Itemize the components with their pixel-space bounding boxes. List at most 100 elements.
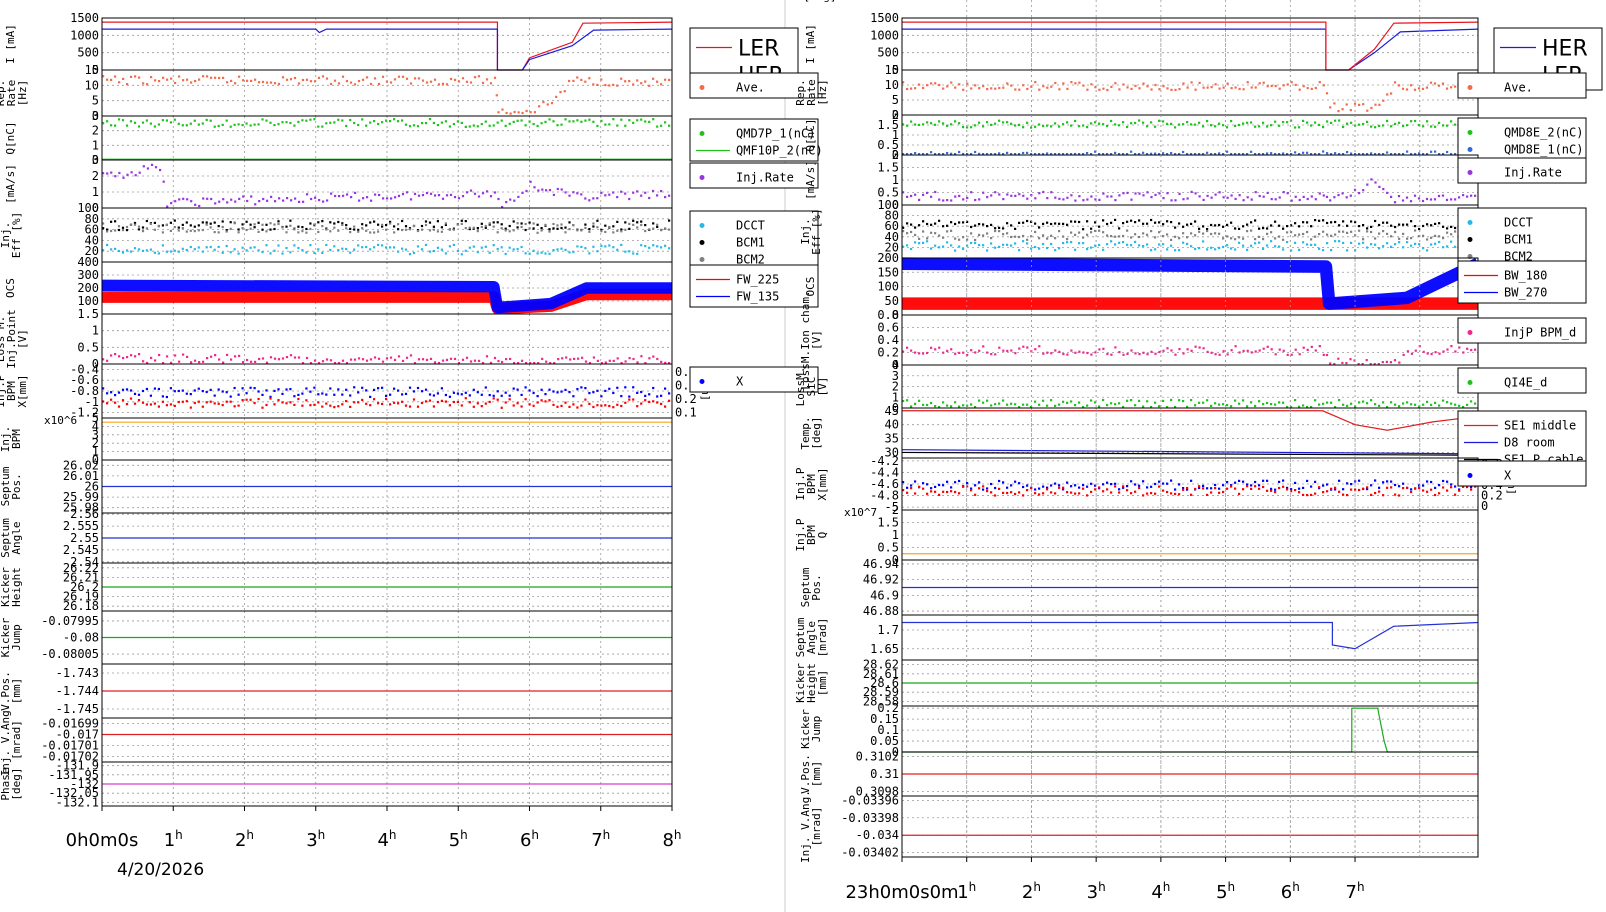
data-point — [994, 486, 997, 490]
data-point — [472, 405, 475, 408]
data-point — [902, 245, 905, 248]
data-point — [576, 192, 579, 195]
legend-entry: Inj.Rate — [736, 171, 794, 185]
data-point — [914, 123, 917, 126]
data-point — [1306, 479, 1309, 482]
data-point — [286, 197, 289, 200]
data-point — [946, 349, 949, 352]
data-point — [1350, 241, 1353, 244]
data-point — [1206, 151, 1209, 154]
data-point — [954, 222, 957, 226]
data-point — [1010, 402, 1013, 405]
y-tick-label: 1 — [892, 390, 899, 404]
data-point — [660, 124, 663, 127]
data-point — [440, 387, 443, 390]
data-point — [1058, 153, 1061, 156]
data-point — [329, 387, 332, 390]
data-point — [1026, 403, 1029, 406]
y-tick-label: -5 — [885, 500, 899, 514]
data-point — [333, 121, 336, 124]
data-point — [584, 197, 587, 200]
data-point — [230, 358, 233, 361]
y-tick-label: 30 — [885, 445, 899, 459]
data-point — [577, 357, 580, 360]
data-point — [620, 228, 623, 231]
data-point — [962, 247, 965, 251]
data-point — [1405, 196, 1409, 199]
data-point — [1054, 122, 1057, 125]
data-point — [962, 126, 965, 129]
data-point — [242, 79, 245, 82]
data-point — [930, 122, 933, 125]
data-point — [302, 200, 305, 203]
data-point — [1394, 403, 1397, 406]
y-tick-label: 2 — [92, 169, 99, 183]
data-point — [153, 221, 156, 224]
data-point — [922, 487, 925, 490]
data-point — [508, 394, 511, 397]
data-point — [1349, 358, 1352, 361]
y-tick-label: 1500 — [70, 11, 99, 25]
data-point — [404, 123, 408, 126]
data-point — [1046, 152, 1049, 155]
data-point — [576, 388, 579, 391]
data-point — [289, 354, 293, 357]
data-point — [385, 397, 388, 401]
y-tick-label: 1 — [892, 528, 899, 542]
data-point — [1286, 405, 1289, 409]
data-point — [1070, 124, 1073, 127]
data-point — [496, 221, 499, 224]
data-point — [1202, 153, 1205, 156]
data-point — [1413, 88, 1417, 91]
y-axis-label: Kicker — [799, 709, 812, 749]
data-point — [1382, 124, 1385, 127]
data-point — [425, 192, 429, 195]
data-point — [1010, 194, 1013, 197]
y-axis-label: Loss M. — [0, 316, 7, 362]
data-point — [1210, 246, 1213, 249]
data-point — [910, 247, 913, 251]
data-point — [1118, 153, 1121, 156]
data-point — [1046, 404, 1049, 407]
data-point — [149, 248, 152, 251]
data-point — [489, 195, 493, 198]
data-point — [1038, 192, 1041, 195]
data-point — [154, 166, 158, 169]
data-point — [121, 399, 125, 402]
data-point — [652, 244, 655, 247]
y-tick-label: -0.08 — [63, 631, 99, 645]
y-tick-label: -0.8 — [70, 384, 99, 398]
data-point — [1070, 491, 1073, 494]
y-axis-label: Angle — [805, 621, 818, 654]
data-point — [564, 118, 567, 121]
y-axis-label: I [mA] — [804, 24, 817, 64]
y-axis-label: V.Pos. — [0, 671, 12, 711]
data-point — [1350, 488, 1353, 491]
data-point — [533, 186, 536, 189]
data-point — [1234, 248, 1237, 251]
data-point — [1042, 234, 1045, 237]
y-axis-label: Height — [805, 663, 818, 703]
data-point — [277, 388, 280, 391]
data-point — [640, 355, 643, 358]
data-point — [456, 392, 459, 395]
data-point — [1146, 153, 1149, 156]
data-point — [370, 199, 373, 202]
data-point — [592, 391, 595, 394]
data-point — [1302, 221, 1305, 224]
data-point — [345, 362, 349, 365]
data-point — [193, 119, 196, 122]
data-point — [1254, 219, 1257, 222]
data-point — [1018, 482, 1021, 485]
data-point — [397, 250, 400, 253]
data-point — [584, 119, 587, 122]
data-point — [229, 221, 232, 224]
data-point — [141, 249, 145, 252]
data-point — [1094, 86, 1097, 89]
data-point — [369, 82, 373, 86]
data-point — [1318, 247, 1321, 250]
x-tick-label: 23h0m0s0m — [845, 882, 958, 903]
data-point — [1194, 220, 1197, 223]
